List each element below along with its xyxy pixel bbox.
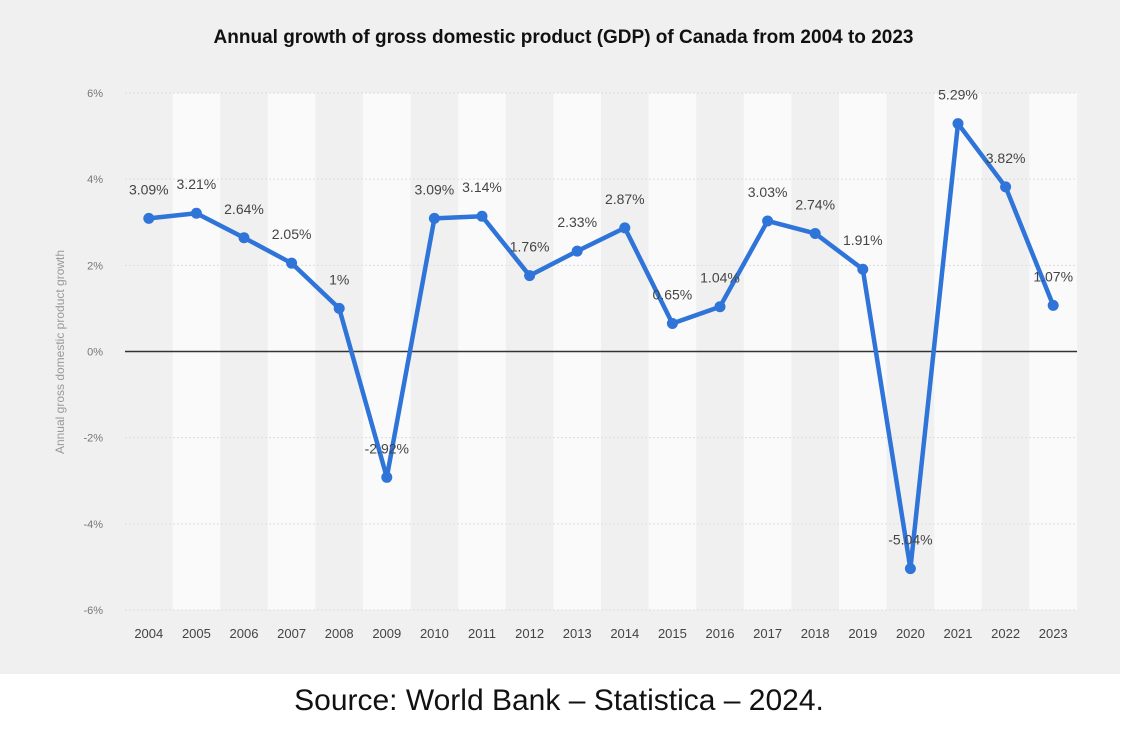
data-point bbox=[1047, 299, 1059, 311]
y-tick-label: 6% bbox=[87, 88, 103, 100]
y-axis-ticks: -6% -4% -2% 0% 2% 4% 6% bbox=[83, 88, 103, 617]
data-label: -5.04% bbox=[888, 532, 932, 548]
data-label: 2.05% bbox=[272, 226, 312, 242]
data-point bbox=[857, 263, 869, 275]
y-tick-label: 4% bbox=[87, 174, 103, 186]
data-point bbox=[524, 270, 536, 282]
y-tick-label: -4% bbox=[83, 519, 103, 531]
x-tick-label: 2012 bbox=[515, 626, 544, 641]
data-label: 3.09% bbox=[415, 181, 455, 197]
data-label: 0.65% bbox=[653, 286, 693, 302]
data-label: 3.03% bbox=[748, 184, 788, 200]
chart-title: Annual growth of gross domestic product … bbox=[213, 27, 914, 48]
data-point bbox=[238, 232, 250, 244]
gdp-growth-line bbox=[146, 121, 1056, 571]
x-tick-label: 2017 bbox=[753, 626, 782, 641]
data-point bbox=[809, 227, 821, 239]
y-tick-label: 0% bbox=[87, 347, 103, 359]
x-tick-label: 2018 bbox=[801, 626, 830, 641]
data-point bbox=[428, 212, 440, 224]
data-label: 3.21% bbox=[177, 176, 217, 192]
data-label: 2.74% bbox=[795, 196, 835, 212]
x-tick-label: 2011 bbox=[468, 626, 496, 641]
data-label: 1.07% bbox=[1033, 268, 1073, 284]
data-label: 3.14% bbox=[462, 179, 502, 195]
gridlines bbox=[125, 92, 1077, 611]
data-point bbox=[381, 471, 393, 483]
source-caption: Source: World Bank – Statistica – 2024. bbox=[294, 684, 824, 717]
data-label: 1.91% bbox=[843, 232, 883, 248]
data-label: 2.33% bbox=[557, 214, 597, 230]
data-label: 2.64% bbox=[224, 201, 264, 217]
x-axis-ticks: 2004 2005 2006 2007 2008 2009 2010 2011 2012 2013… bbox=[134, 626, 1067, 641]
data-point bbox=[571, 245, 583, 257]
x-tick-label: 2005 bbox=[182, 626, 211, 641]
x-tick-label: 2019 bbox=[848, 626, 877, 641]
data-point bbox=[1000, 181, 1012, 193]
data-point bbox=[762, 215, 774, 227]
y-tick-label: 2% bbox=[87, 260, 103, 272]
data-label: -2.92% bbox=[365, 440, 409, 456]
y-tick-label: -6% bbox=[83, 605, 103, 617]
data-point bbox=[476, 210, 488, 222]
x-tick-label: 2022 bbox=[991, 626, 1020, 641]
data-point bbox=[714, 301, 726, 313]
data-point bbox=[190, 207, 202, 219]
x-tick-label: 2021 bbox=[944, 626, 973, 641]
x-tick-label: 2007 bbox=[277, 626, 306, 641]
x-tick-label: 2008 bbox=[325, 626, 354, 641]
data-point bbox=[286, 257, 298, 269]
data-label: 3.09% bbox=[129, 181, 169, 197]
data-points bbox=[143, 118, 1059, 575]
data-label: 1.04% bbox=[700, 270, 740, 286]
x-tick-label: 2009 bbox=[372, 626, 401, 641]
data-point bbox=[619, 222, 631, 234]
data-label: 2.87% bbox=[605, 191, 645, 207]
x-tick-label: 2016 bbox=[706, 626, 735, 641]
data-label: 3.82% bbox=[986, 150, 1026, 166]
x-tick-label: 2006 bbox=[230, 626, 259, 641]
line-chart: -6%-4%-2%0%2%4%6% 2004 2005 2006 2007 2008 20… bbox=[53, 87, 1077, 641]
x-tick-label: 2014 bbox=[610, 626, 639, 641]
x-tick-label: 2023 bbox=[1039, 626, 1068, 641]
data-point bbox=[143, 212, 155, 224]
y-axis-title: Annual gross domestic product growth bbox=[53, 250, 67, 454]
data-labels: 3.09% 3.21% 2.64% 2.05% 1% -2.92% 3.09% 3.14% 1.… bbox=[129, 87, 1073, 548]
data-point bbox=[333, 302, 345, 314]
data-label: 5.29% bbox=[938, 87, 978, 103]
data-label: 1% bbox=[329, 271, 349, 287]
x-tick-label: 2015 bbox=[658, 626, 687, 641]
data-label: 1.76% bbox=[510, 239, 550, 255]
data-point bbox=[904, 563, 916, 575]
x-tick-label: 2020 bbox=[896, 626, 925, 641]
y-tick-label: -2% bbox=[83, 433, 103, 445]
data-point bbox=[952, 118, 964, 130]
data-point bbox=[666, 317, 678, 329]
x-tick-label: 2013 bbox=[563, 626, 592, 641]
x-tick-label: 2010 bbox=[420, 626, 449, 641]
x-tick-label: 2004 bbox=[134, 626, 163, 641]
